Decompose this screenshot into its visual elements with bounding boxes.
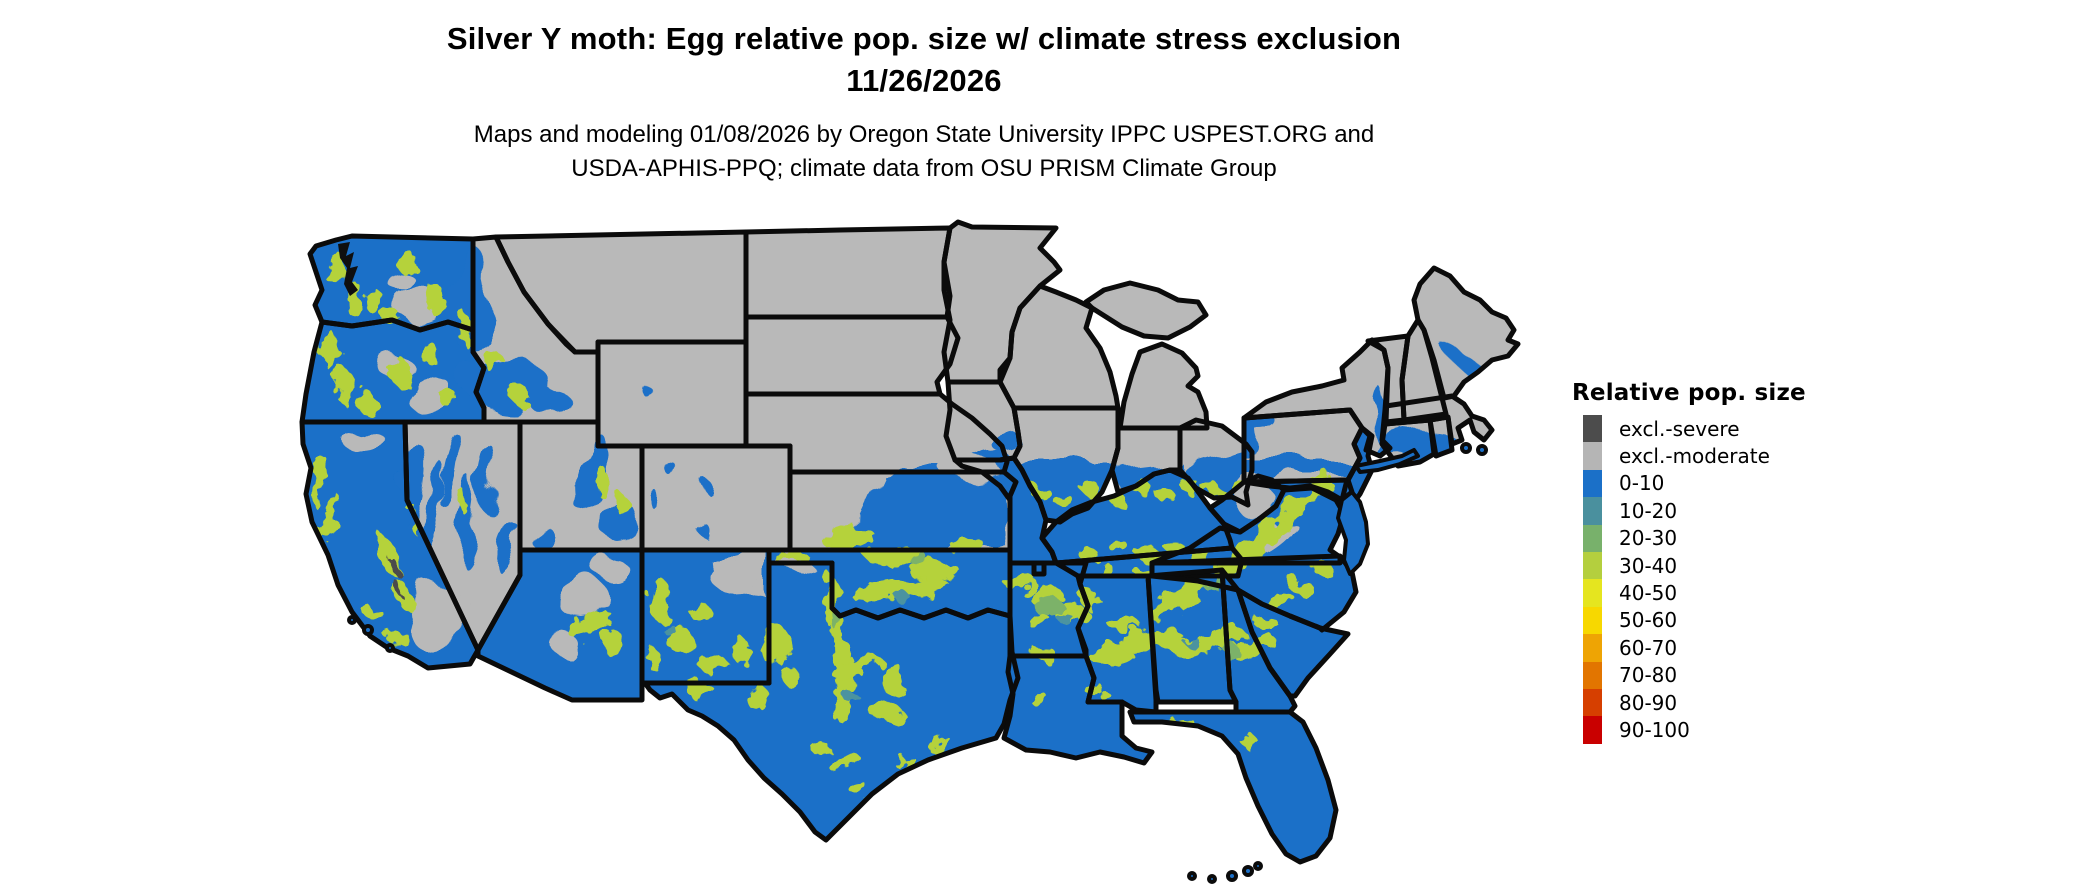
- figure-title-block: Silver Y moth: Egg relative pop. size w/…: [0, 18, 1848, 102]
- attribution-line2: USDA-APHIS-PPQ; climate data from OSU PR…: [571, 155, 1277, 182]
- legend-label: 0-10: [1619, 471, 1665, 496]
- attribution-line1: Maps and modeling 01/08/2026 by Oregon S…: [473, 121, 1375, 148]
- legend-swatch: [1583, 442, 1602, 470]
- legend-swatch: [1583, 606, 1602, 635]
- legend-swatch: [1583, 661, 1602, 689]
- legend-swatch: [1583, 551, 1602, 580]
- legend-label: 20-30: [1619, 526, 1678, 551]
- state-north-dakota: [746, 228, 950, 317]
- legend-label: 70-80: [1619, 663, 1678, 688]
- legend-swatch: [1583, 579, 1602, 607]
- figure-attribution-block: Maps and modeling 01/08/2026 by Oregon S…: [0, 118, 1848, 186]
- legend-item: 20-30: [1572, 524, 1872, 552]
- legend-label: 90-100: [1619, 717, 1690, 742]
- figure-title-line1: Silver Y moth: Egg relative pop. size w/…: [446, 21, 1402, 56]
- delmarva-peninsula: [1336, 490, 1370, 576]
- legend-item: 60-70: [1572, 634, 1872, 662]
- legend-swatch: [1583, 688, 1602, 717]
- legend-label: 30-40: [1619, 553, 1678, 578]
- legend-label: 10-20: [1619, 498, 1678, 523]
- legend-swatch: [1583, 524, 1602, 552]
- legend-item: 30-40: [1572, 551, 1872, 580]
- legend-swatch: [1583, 469, 1602, 498]
- legend-swatch: [1583, 716, 1602, 744]
- channel-islands: [347, 615, 395, 653]
- state-michigan: [1120, 344, 1207, 428]
- long-island: [1354, 448, 1420, 474]
- new-england-islands: [1460, 442, 1488, 456]
- state-colorado: [642, 446, 790, 550]
- legend-label: 60-70: [1619, 635, 1678, 660]
- legend-item: 10-20: [1572, 497, 1872, 525]
- legend-label: 40-50: [1619, 581, 1678, 606]
- legend-title: Relative pop. size: [1572, 380, 1806, 406]
- map-legend: Relative pop. size excl.-severe excl.-mod…: [1572, 380, 1872, 744]
- legend-label: excl.-severe: [1619, 416, 1740, 441]
- legend-label: 50-60: [1619, 608, 1678, 633]
- state-florida: [1130, 712, 1336, 862]
- state-south-dakota: [746, 317, 958, 394]
- florida-keys: [1187, 861, 1263, 884]
- legend-items: excl.-severe excl.-moderate 0-10 10-20 20-30…: [1572, 415, 1872, 744]
- legend-swatch: [1583, 415, 1602, 443]
- legend-item: excl.-moderate: [1572, 442, 1872, 470]
- legend-item: 90-100: [1572, 716, 1872, 744]
- legend-item: 40-50: [1572, 579, 1872, 607]
- legend-label: 80-90: [1619, 690, 1678, 715]
- legend-item: 50-60: [1572, 606, 1872, 635]
- legend-label: excl.-moderate: [1619, 444, 1770, 469]
- puget-sound: [338, 242, 358, 296]
- legend-swatch: [1583, 497, 1602, 525]
- legend-item: 80-90: [1572, 688, 1872, 717]
- figure-title-date: 11/26/2026: [846, 63, 1002, 98]
- legend-item: 70-80: [1572, 661, 1872, 689]
- legend-item: excl.-severe: [1572, 415, 1872, 443]
- state-wyoming: [598, 342, 746, 446]
- legend-swatch: [1583, 634, 1602, 662]
- legend-item: 0-10: [1572, 469, 1872, 498]
